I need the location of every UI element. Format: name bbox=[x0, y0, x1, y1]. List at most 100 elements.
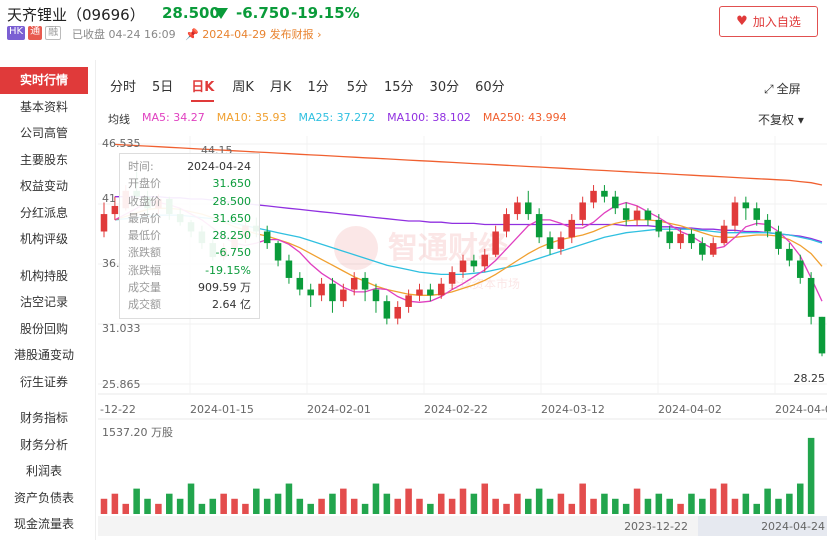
volume-bar bbox=[144, 498, 151, 514]
volume-bar bbox=[742, 493, 750, 514]
ma25-legend: MA25: 37.272 bbox=[298, 111, 376, 124]
candle-body bbox=[612, 196, 619, 209]
candle-body bbox=[753, 208, 760, 220]
tooltip-value: 28.250 bbox=[212, 229, 252, 243]
y-axis-label: 25.865 bbox=[102, 378, 141, 391]
range-slider-window bbox=[698, 516, 827, 536]
candle-body bbox=[481, 254, 489, 267]
volume-bar bbox=[590, 498, 597, 514]
sidebar-item-derivatives[interactable]: 衍生证券 bbox=[19, 374, 68, 389]
volume-bar bbox=[405, 488, 412, 514]
range-end-label: 2024-04-24 bbox=[761, 520, 825, 533]
tab-intraday[interactable]: 分时 bbox=[110, 80, 137, 95]
arrow-down-icon bbox=[214, 8, 228, 19]
candle-body bbox=[470, 260, 478, 267]
volume-bar bbox=[122, 503, 130, 514]
volume-bar bbox=[166, 493, 173, 514]
x-axis-label: 2024-04-0 bbox=[775, 403, 827, 416]
sidebar-item-inst-holdings[interactable]: 机构持股 bbox=[19, 268, 68, 283]
sidebar-item-realtime[interactable]: 实时行情 bbox=[0, 67, 88, 94]
adjustment-dropdown[interactable]: 不复权 ▾ bbox=[758, 113, 804, 127]
volume-bar bbox=[285, 483, 293, 514]
sidebar-item-ratings[interactable]: 机构评级 bbox=[19, 232, 68, 246]
candle-body bbox=[764, 219, 771, 232]
volume-bar bbox=[350, 498, 358, 514]
volume-bar bbox=[253, 488, 260, 514]
volume-bar bbox=[416, 498, 423, 514]
candle-body bbox=[666, 231, 673, 244]
volume-bar bbox=[318, 498, 325, 514]
candle-body bbox=[557, 237, 565, 249]
connect-badge: 通 bbox=[28, 26, 43, 40]
volume-bar bbox=[699, 498, 706, 514]
candle-body bbox=[514, 202, 521, 215]
candle-body bbox=[427, 289, 434, 296]
sidebar-item-income[interactable]: 利润表 bbox=[25, 464, 62, 478]
tab-5min[interactable]: 5分 bbox=[346, 80, 368, 95]
sidebar-item-equity-changes[interactable]: 权益变动 bbox=[19, 179, 68, 193]
candle-body bbox=[688, 233, 695, 244]
volume-axis-label: 1537.20 万股 bbox=[102, 426, 173, 439]
sidebar-item-fin-indicators[interactable]: 财务指标 bbox=[19, 411, 68, 425]
tab-daily-k[interactable]: 日K bbox=[191, 78, 215, 102]
tooltip-label: 收盘价 bbox=[128, 194, 161, 208]
sidebar-item-balance-sheet[interactable]: 资产负债表 bbox=[13, 490, 74, 505]
sidebar-item-short-selling[interactable]: 沽空记录 bbox=[19, 295, 68, 309]
volume-bar bbox=[557, 493, 565, 514]
ma100-legend: MA100: 38.102 bbox=[387, 111, 471, 124]
volume-bar bbox=[383, 493, 391, 514]
sidebar-item-shareholders[interactable]: 主要股东 bbox=[19, 152, 68, 167]
candle-body bbox=[361, 277, 369, 290]
tab-1min[interactable]: 1分 bbox=[307, 80, 329, 95]
sidebar-item-fin-analysis[interactable]: 财务分析 bbox=[19, 437, 68, 452]
x-axis-label: 2024-04-02 bbox=[658, 403, 722, 416]
y-axis-label: 31.033 bbox=[102, 322, 141, 335]
tooltip-label: 最低价 bbox=[128, 229, 161, 243]
tab-30min[interactable]: 30分 bbox=[429, 80, 460, 95]
x-axis-label: -12-22 bbox=[100, 403, 136, 416]
tooltip-value: 2024-04-24 bbox=[187, 160, 251, 173]
sidebar-item-buyback[interactable]: 股份回购 bbox=[19, 321, 68, 336]
sidebar-item-profile[interactable]: 基本资料 bbox=[19, 99, 68, 114]
tooltip-row: 时间: 2024-04-24 bbox=[128, 158, 251, 175]
sidebar-item-connect-changes[interactable]: 港股通变动 bbox=[13, 348, 74, 362]
fullscreen-button[interactable]: ⤢ 全屏 bbox=[764, 80, 801, 97]
tab-5day[interactable]: 5日 bbox=[152, 80, 174, 95]
tab-60min[interactable]: 60分 bbox=[475, 80, 505, 95]
y-axis-label: 36. bbox=[102, 257, 120, 270]
candle-body bbox=[601, 190, 608, 197]
price-change: -6.750 bbox=[236, 4, 290, 22]
candle-body bbox=[329, 283, 336, 302]
volume-bar bbox=[448, 498, 456, 514]
candle-body bbox=[285, 260, 293, 278]
volume-bar bbox=[546, 498, 554, 514]
stock-header: 天齐锂业（09696） 28.500 -6.750 -19.15% HK 通 融… bbox=[0, 0, 831, 60]
add-watchlist-button[interactable]: ♥ 加入自选 bbox=[719, 6, 818, 37]
watermark-text: 智通财经 bbox=[388, 231, 508, 266]
volume-bar bbox=[786, 493, 793, 514]
tab-weekly-k[interactable]: 周K bbox=[232, 80, 254, 95]
margin-badge: 融 bbox=[45, 26, 62, 40]
sidebar-item-cashflow[interactable]: 现金流量表 bbox=[13, 517, 74, 531]
tooltip-row: 成交量 909.59 万 bbox=[128, 279, 251, 296]
tooltip-label: 成交额 bbox=[128, 298, 161, 312]
sidebar-item-executives[interactable]: 公司高管 bbox=[19, 126, 68, 140]
earnings-report-link[interactable]: 📌 2024-04-29 发布财报 › bbox=[185, 26, 322, 42]
ma-legend: 均线 MA5: 34.27 MA10: 35.93 MA25: 37.272 M… bbox=[108, 111, 567, 127]
candle-body bbox=[100, 214, 108, 232]
candle-body bbox=[307, 289, 314, 296]
market-badges: HK 通 融 bbox=[7, 26, 62, 40]
stock-price: 28.500 bbox=[162, 4, 220, 22]
tab-15min[interactable]: 15分 bbox=[384, 80, 414, 95]
sidebar-item-dividends[interactable]: 分红派息 bbox=[19, 205, 68, 220]
volume-bar bbox=[655, 493, 663, 514]
volume-bar bbox=[242, 503, 249, 514]
volume-bar bbox=[503, 503, 510, 514]
pin-icon: 📌 bbox=[185, 28, 199, 41]
candle-body bbox=[775, 231, 782, 249]
expand-icon: ⤢ bbox=[764, 82, 774, 96]
volume-bar bbox=[187, 483, 195, 514]
candle-body bbox=[677, 233, 684, 244]
candle-body bbox=[720, 225, 728, 244]
tab-monthly-k[interactable]: 月K bbox=[269, 80, 292, 95]
